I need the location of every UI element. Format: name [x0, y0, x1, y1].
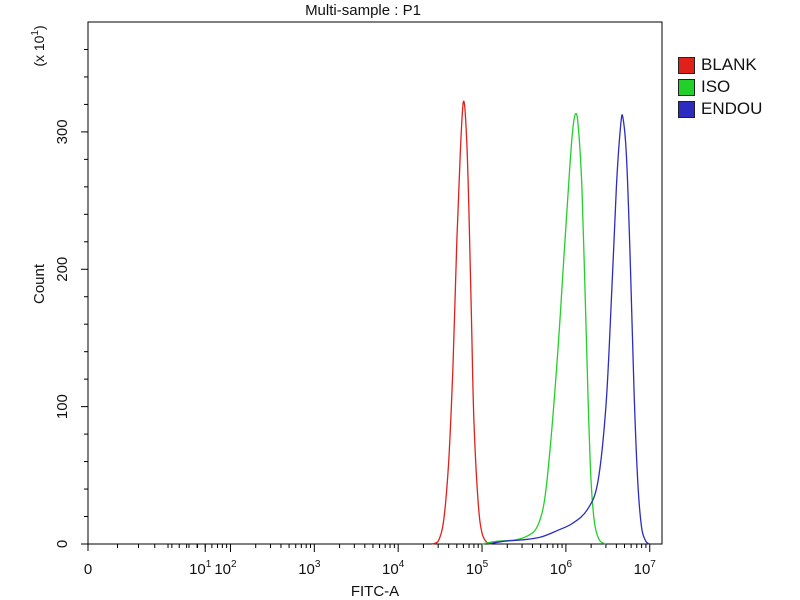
- x-tick-label: 107: [634, 559, 657, 578]
- series-line-iso: [481, 112, 607, 545]
- plot-frame: [87, 21, 663, 545]
- series-layer: [431, 100, 651, 545]
- y-multiplier-base: (x 10: [31, 35, 47, 66]
- x-axis-ticks: 0 101 102 103 104 105 106 107: [84, 544, 656, 578]
- y-multiplier-label: (x 101): [30, 25, 47, 66]
- x-tick-label-zero: 0: [84, 561, 92, 578]
- y-tick-label: 0: [54, 540, 71, 548]
- legend-label-blank: BLANK: [701, 55, 757, 74]
- legend-label-iso: ISO: [701, 77, 731, 96]
- x-tick-label: 102: [214, 559, 237, 578]
- y-multiplier-exp: 1: [30, 30, 41, 36]
- legend-item-iso: ISO: [678, 76, 762, 98]
- y-tick-label: 100: [54, 394, 71, 419]
- series-line-blank: [431, 100, 492, 545]
- y-axis-ticks: 0 100 200 300: [54, 48, 88, 548]
- x-axis-label: FITC-A: [351, 583, 399, 600]
- legend-item-blank: BLANK: [678, 54, 762, 76]
- legend-label-endou: ENDOU: [701, 99, 763, 118]
- legend-swatch-endou: [678, 100, 695, 118]
- x-tick-label: 103: [298, 559, 321, 578]
- x-tick-label: 105: [466, 559, 489, 578]
- chart-title: Multi-sample : P1: [305, 2, 421, 19]
- y-tick-label: 200: [54, 257, 71, 282]
- y-axis-label: Count: [31, 263, 48, 304]
- series-line-endou: [488, 114, 651, 545]
- x-tick-label: 101: [189, 559, 212, 578]
- legend-swatch-blank: [678, 56, 695, 74]
- y-multiplier-end: ): [31, 25, 47, 30]
- legend: BLANK ISO ENDOU: [678, 54, 762, 120]
- y-tick-label: 300: [54, 119, 71, 144]
- x-tick-label: 106: [550, 559, 573, 578]
- legend-swatch-iso: [678, 78, 695, 96]
- legend-item-endou: ENDOU: [678, 98, 762, 120]
- x-tick-label: 104: [382, 559, 405, 578]
